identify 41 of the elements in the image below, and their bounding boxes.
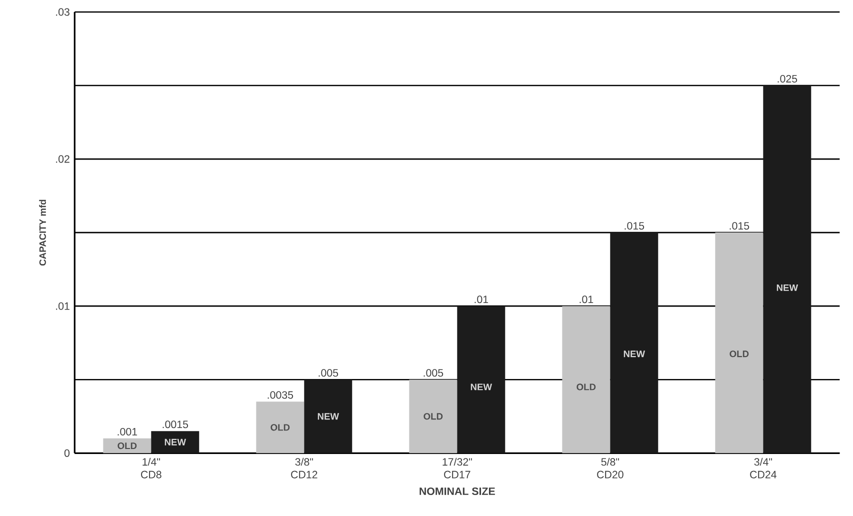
data-label: .01 [474,296,488,304]
bar [763,86,812,454]
data-label: .0035 [268,391,294,399]
y-tick-label: .02 [56,155,70,163]
x-tick-label: 5/8" CD20 [597,458,624,478]
text: OLD [576,384,596,390]
text: OLD [730,350,749,358]
x-tick-label: 1/4" CD8 [141,458,162,478]
x-tick-label: 3/4" CD24 [750,458,776,478]
y-tick-label: 0 [64,449,70,458]
data-label: .0015 [162,420,188,428]
data-label: .005 [318,369,338,377]
y-tick-label: .03 [56,8,70,16]
bar [457,306,506,454]
text: NEW [624,350,646,358]
text: NEW [776,284,798,292]
data-label: .01 [580,296,594,304]
data-label: .025 [778,75,798,83]
bar [103,438,152,454]
bar [409,380,458,454]
bar [256,402,304,454]
y-tick-label: .01 [56,302,70,310]
data-label: .005 [424,369,444,377]
text: OLD [270,424,290,431]
x-axis-title: NOMINAL SIZE [420,488,495,496]
series-label: NEW [164,439,186,446]
y-axis-title: CAPACITY mfd [39,200,46,266]
data-label: .001 [118,428,138,436]
bar [610,232,658,454]
text: NEW [470,384,492,390]
text: OLD [424,413,443,420]
x-tick-label: 17/32" CD17 [442,458,472,478]
data-label: .015 [624,222,644,230]
data-label: .015 [730,222,750,230]
bar [151,431,200,454]
x-tick-label: 3/8" CD12 [291,458,318,478]
bar [562,306,610,454]
series-label: OLD [118,442,137,450]
bar [715,232,764,454]
bar [304,380,352,454]
text: NEW [318,413,340,420]
